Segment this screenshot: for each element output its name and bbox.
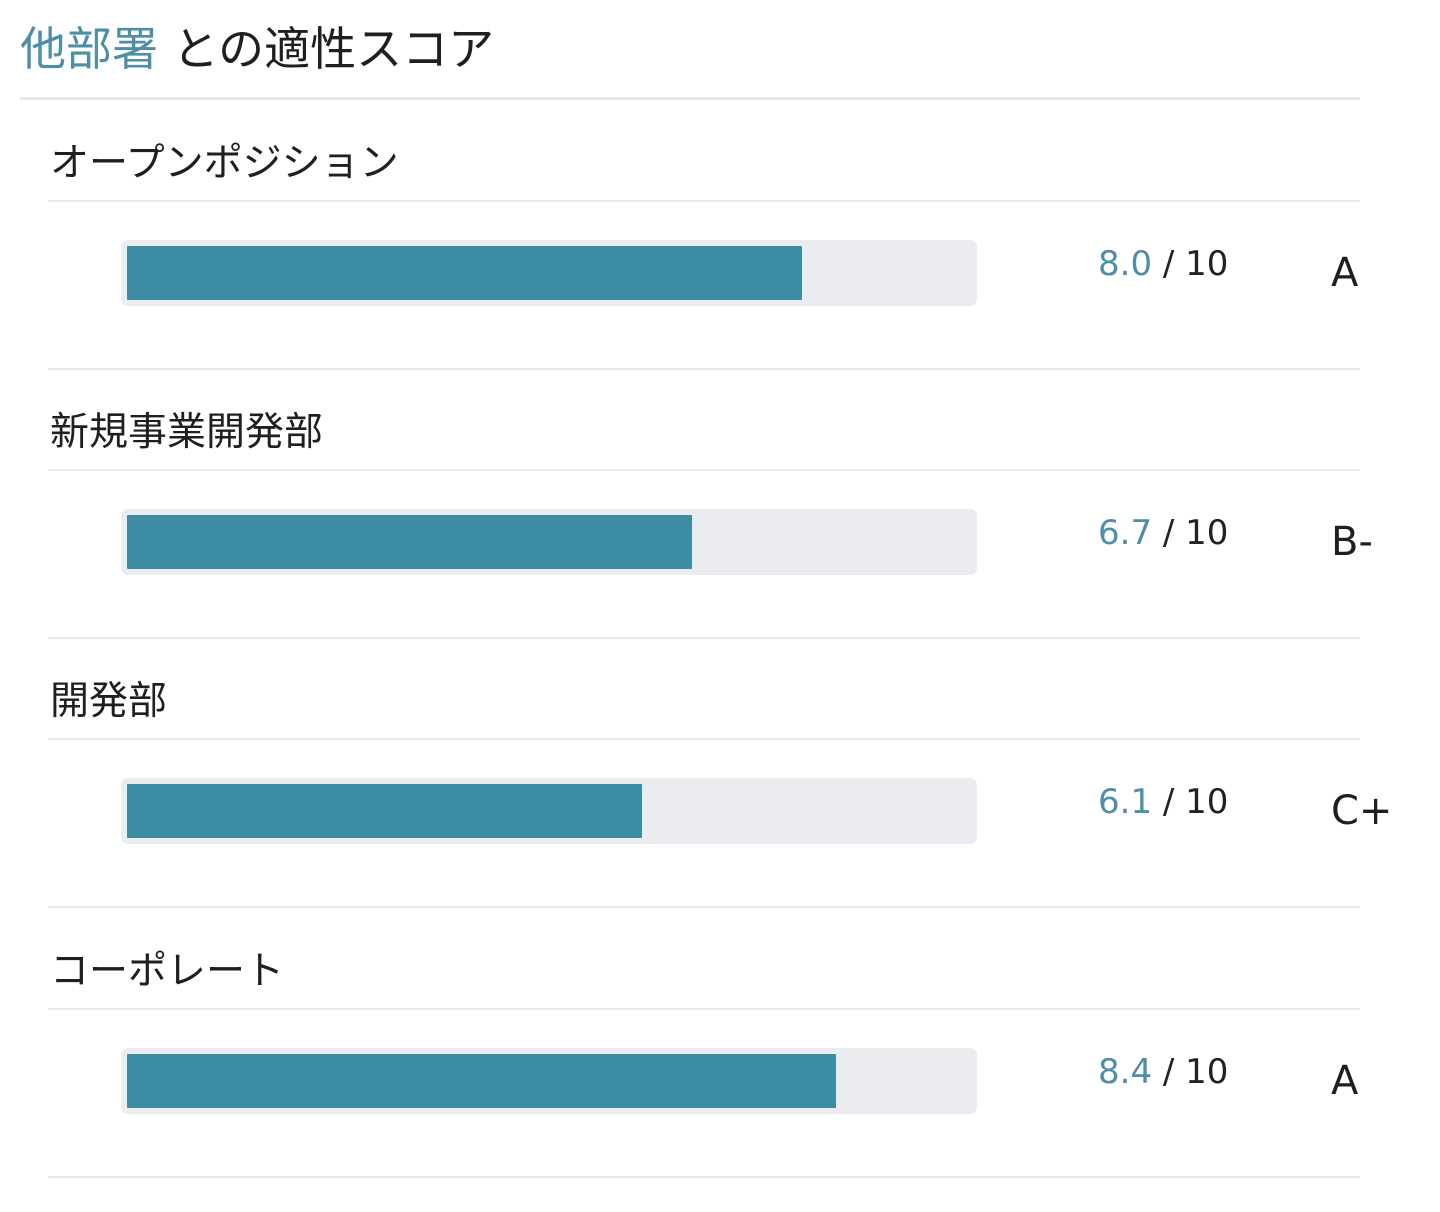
- section-divider: [48, 906, 1360, 908]
- score-text: 6.7 / 10: [1098, 511, 1228, 555]
- score-value: 6.7: [1098, 513, 1153, 553]
- header-divider: [20, 97, 1360, 100]
- score-bar-fill: [127, 246, 802, 300]
- title-divider: [48, 738, 1360, 740]
- score-bar-track: [121, 509, 977, 575]
- score-text: 6.1 / 10: [1098, 780, 1228, 824]
- grade-label: A: [1331, 1058, 1359, 1104]
- score-value: 6.1: [1098, 782, 1153, 822]
- section-new-business: 新規事業開発部 6.7 / 10 B-: [48, 369, 1373, 639]
- page-title: 他部署 との適性スコア: [20, 18, 494, 80]
- page-title-accent: 他部署: [20, 22, 158, 76]
- score-value: 8.4: [1098, 1052, 1153, 1092]
- score-bar-track: [121, 778, 977, 844]
- section-divider: [48, 1176, 1360, 1178]
- section-title: コーポレート: [50, 949, 285, 994]
- score-bar-track: [121, 1048, 977, 1114]
- score-bar-fill: [127, 515, 692, 569]
- page-title-rest: との適性スコア: [158, 22, 495, 76]
- score-max: / 10: [1152, 782, 1229, 822]
- title-divider: [48, 200, 1360, 202]
- score-max: / 10: [1152, 244, 1229, 284]
- score-max: / 10: [1152, 513, 1229, 553]
- section-title: オープンポジション: [50, 141, 399, 186]
- score-bar-fill: [127, 784, 642, 838]
- grade-label: B-: [1331, 519, 1373, 565]
- section-corporate: コーポレート 8.4 / 10 A: [48, 908, 1360, 1178]
- grade-label: C+: [1331, 788, 1393, 834]
- section-divider: [48, 368, 1360, 370]
- section-title: 新規事業開発部: [50, 410, 324, 455]
- score-value: 8.0: [1098, 244, 1153, 284]
- section-title: 開発部: [50, 679, 168, 724]
- title-divider: [48, 1008, 1360, 1010]
- section-divider: [48, 637, 1360, 639]
- section-development: 開発部 6.1 / 10 C+: [48, 638, 1392, 908]
- title-divider: [48, 469, 1360, 471]
- score-text: 8.0 / 10: [1098, 242, 1228, 286]
- score-bar-fill: [127, 1054, 836, 1108]
- grade-label: A: [1331, 250, 1359, 296]
- score-text: 8.4 / 10: [1098, 1050, 1228, 1094]
- section-open-position: オープンポジション 8.0 / 10 A: [48, 100, 1360, 370]
- score-max: / 10: [1152, 1052, 1229, 1092]
- score-bar-track: [121, 240, 977, 306]
